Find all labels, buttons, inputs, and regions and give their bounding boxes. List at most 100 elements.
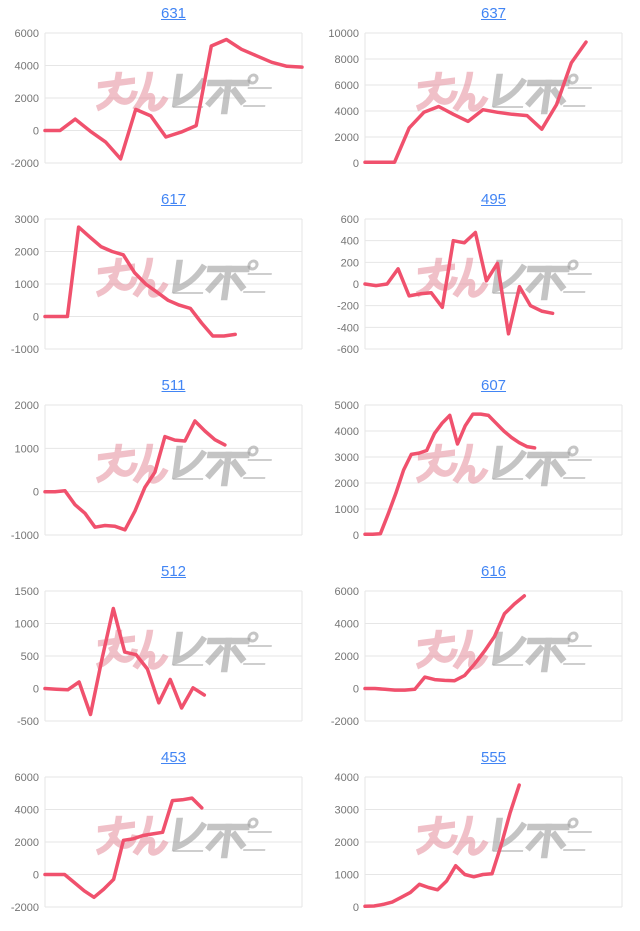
y-axis-tick-label: -500 bbox=[17, 716, 39, 728]
data-line bbox=[43, 606, 207, 717]
chart-title-link[interactable]: 555 bbox=[480, 749, 507, 766]
chart-title-link[interactable]: 495 bbox=[480, 191, 507, 208]
watermark-handakuten bbox=[567, 73, 579, 85]
y-axis-tick-label: 2000 bbox=[335, 132, 359, 144]
y-axis-tick-label: -200 bbox=[337, 301, 359, 313]
chart-title-link[interactable]: 637 bbox=[480, 5, 507, 22]
y-axis-tick-label: 8000 bbox=[335, 54, 359, 66]
minrepo-watermark bbox=[415, 443, 592, 487]
y-axis-tick-label: 4000 bbox=[335, 619, 359, 631]
data-line bbox=[43, 225, 237, 338]
chart-title-link[interactable]: 617 bbox=[160, 191, 187, 208]
y-axis-tick-label: 1500 bbox=[15, 586, 39, 598]
watermark-pink-part bbox=[415, 443, 489, 484]
y-axis-tick-label: 1000 bbox=[15, 619, 39, 631]
y-axis-tick-label: 2000 bbox=[15, 93, 39, 105]
y-axis-tick-label: 0 bbox=[353, 279, 359, 291]
y-axis-tick-label: 6000 bbox=[335, 586, 359, 598]
chart-cell: 616 6000 4000 2000 0 -2000 bbox=[320, 558, 640, 744]
line-chart: 1500 1000 500 0 -500 bbox=[15, 586, 303, 728]
y-axis-tick-label: 200 bbox=[341, 257, 359, 269]
y-axis-tick-label: 2000 bbox=[335, 651, 359, 663]
minrepo-watermark bbox=[415, 815, 592, 859]
watermark-gray-part bbox=[491, 259, 571, 301]
y-axis-tick-label: 2000 bbox=[15, 837, 39, 849]
line-chart: 6000 4000 2000 0 -2000 bbox=[11, 28, 304, 170]
data-line bbox=[43, 37, 304, 161]
watermark-handakuten bbox=[567, 445, 579, 457]
y-axis-tick-label: 4000 bbox=[335, 772, 359, 784]
watermark-pink-part bbox=[95, 815, 169, 856]
y-axis-tick-label: 2000 bbox=[335, 837, 359, 849]
chart-title-link[interactable]: 616 bbox=[480, 563, 507, 580]
watermark-handakuten bbox=[567, 631, 579, 643]
y-axis-tick-label: 2000 bbox=[15, 247, 39, 259]
y-axis-tick-label: 6000 bbox=[15, 772, 39, 784]
watermark-handakuten bbox=[247, 259, 259, 271]
line-chart: 10000 8000 6000 4000 2000 0 bbox=[328, 28, 623, 170]
y-axis-tick-label: -2000 bbox=[11, 902, 39, 914]
line-chart: 6000 4000 2000 0 -2000 bbox=[11, 772, 303, 914]
data-line bbox=[363, 594, 527, 692]
watermark-gray-part bbox=[171, 817, 251, 859]
y-axis-tick-label: 1000 bbox=[335, 504, 359, 516]
chart-cell: 637 10000 8000 6000 4000 2000 0 bbox=[320, 0, 640, 186]
data-line bbox=[363, 412, 537, 536]
chart-cell: 631 6000 4000 2000 0 -2000 bbox=[0, 0, 320, 186]
y-axis-tick-label: 500 bbox=[21, 651, 39, 663]
line-chart: 3000 2000 1000 0 -1000 bbox=[11, 214, 303, 356]
minrepo-watermark bbox=[95, 443, 272, 487]
data-line bbox=[363, 40, 588, 165]
chart-title-link[interactable]: 607 bbox=[480, 377, 507, 394]
watermark-pink-part bbox=[95, 443, 169, 484]
watermark-handakuten bbox=[247, 445, 259, 457]
y-axis-tick-label: -2000 bbox=[11, 158, 39, 170]
data-line bbox=[363, 783, 521, 909]
watermark-pink-part bbox=[415, 257, 489, 298]
chart-title-link[interactable]: 511 bbox=[161, 377, 186, 394]
y-axis-tick-label: 0 bbox=[33, 312, 39, 324]
watermark-pink-part bbox=[415, 629, 489, 670]
watermark-pink-part bbox=[95, 257, 169, 298]
y-axis-tick-label: -2000 bbox=[331, 716, 359, 728]
chart-cell: 495 600 400 200 0 -200 -400 -600 bbox=[320, 186, 640, 372]
y-axis-tick-label: 10000 bbox=[328, 28, 359, 40]
y-axis-tick-label: 3000 bbox=[15, 214, 39, 226]
watermark-gray-part bbox=[491, 817, 571, 859]
line-chart: 4000 3000 2000 1000 0 bbox=[335, 772, 623, 914]
chart-cell: 511 2000 1000 0 -1000 bbox=[0, 372, 320, 558]
y-axis-tick-label: -600 bbox=[337, 344, 359, 356]
chart-title-link[interactable]: 631 bbox=[160, 5, 187, 22]
y-axis-tick-label: -1000 bbox=[11, 530, 39, 542]
watermark-gray-part bbox=[171, 445, 251, 487]
y-axis-tick-label: -400 bbox=[337, 322, 359, 334]
y-axis-tick-label: 0 bbox=[353, 684, 359, 696]
watermark-gray-part bbox=[171, 259, 251, 301]
watermark-gray-part bbox=[491, 445, 571, 487]
y-axis-tick-label: 3000 bbox=[335, 805, 359, 817]
chart-title-link[interactable]: 453 bbox=[160, 749, 187, 766]
chart-cell: 607 5000 4000 3000 2000 1000 0 bbox=[320, 372, 640, 558]
line-chart: 2000 1000 0 -1000 bbox=[11, 400, 303, 542]
y-axis-tick-label: 0 bbox=[33, 870, 39, 882]
chart-title-link[interactable]: 512 bbox=[160, 563, 187, 580]
y-axis-tick-label: 4000 bbox=[335, 426, 359, 438]
minrepo-watermark bbox=[95, 815, 272, 859]
y-axis-tick-label: 6000 bbox=[335, 80, 359, 92]
watermark-handakuten bbox=[247, 73, 259, 85]
watermark-handakuten bbox=[247, 817, 259, 829]
line-chart: 6000 4000 2000 0 -2000 bbox=[331, 586, 623, 728]
y-axis-tick-label: 2000 bbox=[15, 400, 39, 412]
y-axis-tick-label: 0 bbox=[33, 126, 39, 138]
line-chart: 600 400 200 0 -200 -400 -600 bbox=[337, 214, 623, 356]
y-axis-tick-label: 2000 bbox=[335, 478, 359, 490]
chart-cell: 453 6000 4000 2000 0 -2000 bbox=[0, 744, 320, 930]
data-line bbox=[43, 796, 204, 900]
watermark-pink-part bbox=[415, 815, 489, 856]
y-axis-tick-label: 3000 bbox=[335, 452, 359, 464]
y-axis-tick-label: 400 bbox=[341, 236, 359, 248]
y-axis-tick-label: 600 bbox=[341, 214, 359, 226]
minrepo-watermark bbox=[95, 257, 272, 301]
y-axis-tick-label: 4000 bbox=[15, 61, 39, 73]
